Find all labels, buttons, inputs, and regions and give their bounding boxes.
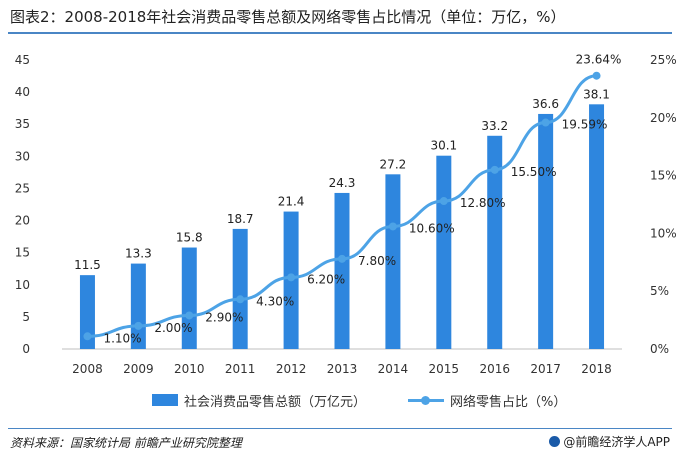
bar-value-label: 21.4: [278, 195, 305, 209]
bar: [538, 113, 554, 350]
brand-text: @前瞻经济学人APP: [563, 435, 670, 449]
y-left-tick-label: 35: [15, 117, 30, 131]
x-tick-label: 2010: [174, 362, 205, 376]
line-value-label: 15.50%: [511, 165, 557, 179]
bar: [79, 275, 95, 349]
y-left-tick-label: 20: [15, 214, 30, 228]
line-point: [83, 332, 92, 341]
x-tick-label: 2012: [276, 362, 307, 376]
y-right-tick-label: 15%: [650, 169, 677, 183]
bar-value-label: 27.2: [380, 157, 407, 171]
y-left-tick-label: 25: [15, 181, 30, 195]
legend-line-marker: [421, 396, 430, 405]
line-value-label: 10.60%: [409, 221, 455, 235]
x-tick-label: 2009: [123, 362, 154, 376]
x-tick-label: 2018: [581, 362, 612, 376]
legend-bar-label: 社会消费品零售总额（万亿元）: [184, 395, 367, 410]
bar: [181, 247, 197, 349]
x-tick-label: 2013: [327, 362, 358, 376]
combo-chart: 0 5 10 15 20 25 30 35 40 45 0% 5% 10% 15% 20% 25% 11.5 13…: [15, 53, 677, 376]
footer-divider: [8, 428, 672, 429]
bar-value-label: 13.3: [125, 247, 152, 261]
x-tick-label: 2008: [72, 362, 103, 376]
y-left-tick-label: 30: [15, 149, 30, 163]
y-left-tick-label: 0: [22, 342, 30, 356]
chart-title: 图表2：2008-2018年社会消费品零售总额及网络零售占比情况（单位：万亿，%…: [10, 8, 566, 26]
bar: [130, 263, 146, 349]
line-point: [439, 197, 448, 206]
y-left-tick-label: 10: [15, 278, 30, 292]
line-value-label: 2.90%: [205, 310, 243, 324]
bar: [385, 174, 401, 349]
line-point: [287, 273, 296, 282]
x-tick-label: 2017: [530, 362, 561, 376]
y-right-tick-label: 10%: [650, 226, 677, 240]
line-value-label: 4.30%: [256, 294, 294, 308]
bar: [487, 135, 503, 349]
line-value-label: 6.20%: [307, 272, 345, 286]
x-tick-label: 2011: [225, 362, 256, 376]
bar: [334, 192, 350, 349]
x-tick-label: 2014: [378, 362, 409, 376]
x-tick-label: 2015: [429, 362, 460, 376]
y-left-tick-label: 40: [15, 85, 30, 99]
line-point: [541, 118, 550, 127]
line-point: [388, 222, 397, 231]
y-right-tick-label: 0%: [650, 342, 669, 356]
line-value-label: 12.80%: [460, 196, 506, 210]
line-point: [134, 321, 143, 330]
legend: 社会消费品零售总额（万亿元） 网络零售占比（%）: [0, 388, 680, 412]
y-left-tick-label: 15: [15, 246, 30, 260]
bar-value-label: 24.3: [329, 176, 356, 190]
line-point: [338, 254, 346, 263]
line-point: [236, 295, 245, 304]
line-value-label: 19.59%: [562, 118, 608, 132]
title-divider: [8, 32, 672, 34]
line-point: [490, 165, 499, 174]
legend-line-label: 网络零售占比（%）: [450, 395, 567, 410]
y-right-tick-label: 25%: [650, 53, 677, 67]
bar: [232, 228, 248, 349]
line-point: [185, 311, 194, 320]
source-note: 资料来源：国家统计局 前瞻产业研究院整理: [10, 436, 242, 450]
bar: [436, 155, 452, 349]
brand-logo-icon: [549, 436, 561, 447]
y-right-tick-label: 20%: [650, 111, 677, 125]
bar-value-label: 36.6: [532, 97, 559, 111]
bar-value-label: 11.5: [74, 258, 101, 272]
bar: [589, 104, 605, 350]
bar-value-label: 15.8: [176, 231, 203, 245]
line-point: [592, 71, 601, 80]
bar-value-label: 38.1: [583, 87, 610, 101]
legend-bar-swatch: [152, 394, 178, 406]
line-value-label: 7.80%: [358, 254, 396, 268]
line-value-label: 23.64%: [576, 53, 622, 67]
line-value-label: 1.10%: [103, 331, 141, 345]
line-value-label: 2.00%: [154, 321, 192, 335]
bar-value-label: 33.2: [481, 119, 508, 133]
x-tick-label: 2016: [479, 362, 510, 376]
bar-value-label: 30.1: [430, 139, 457, 153]
bar-value-label: 18.7: [227, 212, 254, 226]
y-left-tick-label: 5: [22, 310, 30, 324]
brand-credit: @前瞻经济学人APP: [549, 433, 670, 450]
y-right-tick-label: 5%: [650, 284, 669, 298]
y-left-tick-label: 45: [15, 53, 30, 67]
